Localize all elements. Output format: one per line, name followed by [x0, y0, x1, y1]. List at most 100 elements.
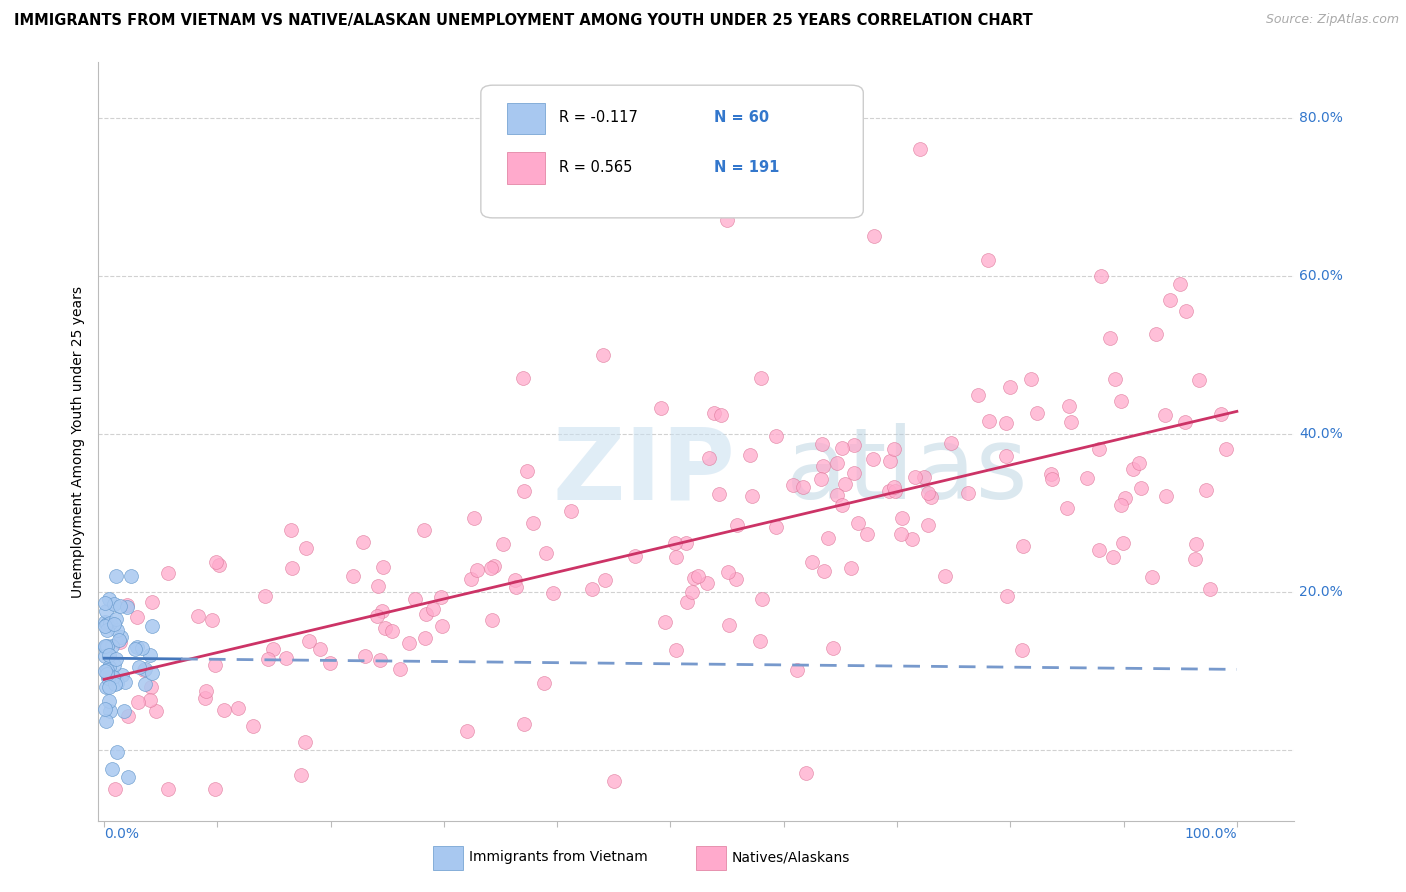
Point — [827, 488, 849, 502]
Text: Natives/Alaskans: Natives/Alaskans — [733, 850, 851, 864]
Point — [884, 483, 907, 498]
Point — [274, 651, 297, 665]
Point — [1185, 537, 1208, 551]
Point — [917, 517, 939, 532]
Text: R = 0.565: R = 0.565 — [558, 160, 631, 175]
Point — [1215, 442, 1237, 456]
Point — [516, 464, 538, 478]
Point — [141, 665, 163, 680]
Point — [125, 640, 148, 654]
Point — [194, 683, 217, 698]
Point — [253, 589, 276, 603]
Point — [977, 414, 1000, 428]
Point — [1109, 393, 1132, 408]
Point — [342, 569, 364, 583]
Point — [883, 442, 905, 456]
Point — [294, 735, 316, 749]
Point — [740, 448, 762, 462]
Point — [834, 476, 856, 491]
Point — [94, 639, 117, 653]
Point — [717, 565, 740, 579]
Point — [842, 466, 865, 480]
Point — [890, 526, 912, 541]
Point — [749, 371, 772, 385]
Text: Immigrants from Vietnam: Immigrants from Vietnam — [470, 850, 648, 864]
Point — [1076, 471, 1098, 485]
Point — [103, 597, 125, 611]
Point — [103, 617, 125, 632]
Point — [156, 566, 179, 580]
Point — [413, 631, 436, 645]
Point — [1102, 550, 1125, 565]
Point — [128, 660, 150, 674]
Point — [825, 456, 848, 470]
Point — [94, 596, 117, 610]
Point — [749, 634, 772, 648]
Point — [412, 523, 434, 537]
Point — [697, 451, 720, 466]
Point — [97, 592, 120, 607]
Point — [593, 573, 616, 587]
Point — [124, 642, 146, 657]
Point — [862, 452, 884, 467]
Point — [890, 511, 912, 525]
Point — [94, 640, 117, 655]
Point — [1090, 268, 1112, 283]
Point — [765, 519, 787, 533]
Point — [560, 504, 582, 518]
Point — [94, 619, 117, 633]
Point — [94, 664, 117, 678]
Point — [141, 680, 163, 694]
Point — [1087, 543, 1109, 558]
Point — [96, 666, 118, 681]
Point — [371, 604, 394, 618]
Point — [1011, 643, 1033, 657]
Point — [96, 664, 118, 678]
Point — [1122, 462, 1144, 476]
Point — [505, 580, 527, 594]
Point — [127, 610, 149, 624]
Point — [103, 658, 125, 673]
Point — [904, 469, 927, 483]
Point — [503, 573, 526, 587]
Point — [522, 516, 544, 531]
Point — [96, 663, 118, 677]
Point — [623, 549, 645, 563]
Point — [120, 569, 142, 583]
Point — [208, 558, 231, 573]
Text: R = -0.117: R = -0.117 — [558, 111, 637, 125]
Point — [664, 535, 686, 549]
Point — [204, 782, 226, 797]
Point — [262, 641, 284, 656]
Point — [460, 572, 482, 586]
Point — [94, 648, 117, 663]
Point — [877, 483, 900, 498]
Text: 40.0%: 40.0% — [1299, 426, 1343, 441]
Bar — [433, 846, 463, 870]
Point — [381, 624, 404, 639]
Point — [1144, 326, 1167, 341]
Point — [101, 639, 124, 653]
Point — [104, 676, 127, 690]
Point — [463, 511, 485, 525]
Point — [917, 486, 939, 500]
Point — [134, 677, 156, 691]
Point — [813, 564, 835, 578]
Point — [934, 569, 956, 583]
Point — [1104, 372, 1126, 386]
Point — [141, 595, 163, 609]
Point — [98, 680, 121, 694]
Point — [105, 612, 128, 626]
Point — [1174, 415, 1197, 429]
Point — [226, 701, 249, 715]
Text: Source: ZipAtlas.com: Source: ZipAtlas.com — [1265, 13, 1399, 27]
Point — [782, 478, 804, 492]
Point — [592, 348, 614, 362]
Point — [481, 613, 503, 627]
Point — [139, 648, 162, 663]
Point — [883, 480, 905, 494]
Point — [127, 695, 149, 709]
Point — [786, 663, 808, 677]
Point — [309, 642, 332, 657]
Point — [103, 669, 125, 683]
